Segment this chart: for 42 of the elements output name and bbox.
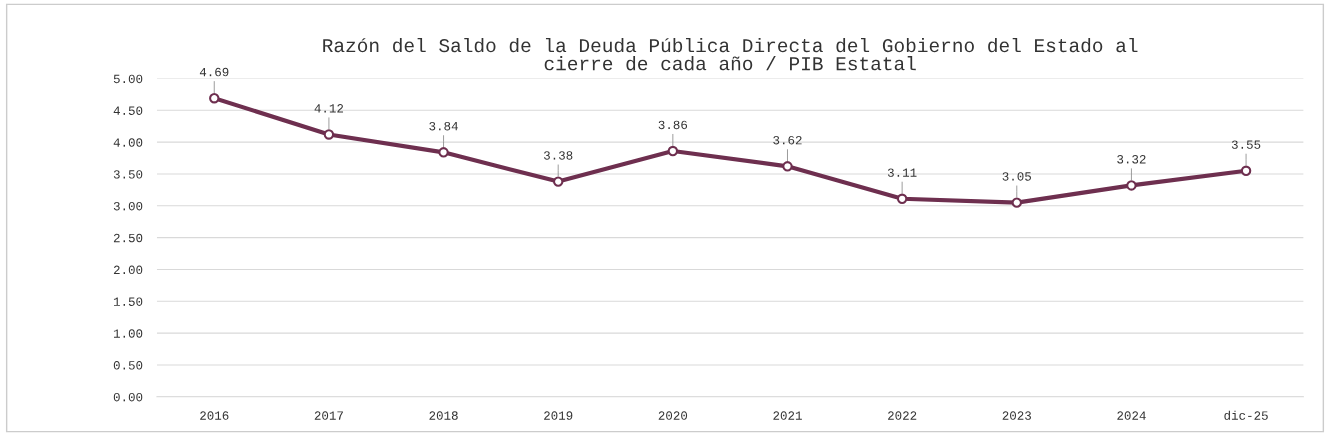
y-tick-label: 0.50	[113, 361, 143, 370]
point	[667, 145, 679, 157]
data-label: 3.84	[429, 121, 458, 131]
x-tick-label: 2019	[544, 411, 573, 420]
x-tick-label: 2023	[1002, 411, 1031, 420]
x-tick-label: 2024	[1117, 411, 1146, 420]
data-label: 4.12	[314, 104, 344, 113]
data-label: 4.69	[199, 67, 229, 77]
data-label: 3.62	[773, 135, 802, 145]
x-tick-label: dic-25	[1224, 410, 1268, 420]
point	[438, 147, 449, 158]
y-tick-label: 4.00	[113, 138, 143, 147]
y-tick-label: 3.00	[113, 201, 143, 211]
point	[1126, 180, 1137, 191]
point	[323, 129, 335, 140]
data-label: 3.05	[1002, 172, 1031, 181]
data-label: 3.55	[1231, 140, 1261, 149]
x-tick-label: 2022	[888, 411, 917, 420]
point	[552, 176, 564, 187]
y-tick-label: 2.00	[113, 265, 143, 275]
point	[1240, 165, 1252, 176]
point	[1011, 197, 1022, 208]
y-tick-label: 1.50	[113, 297, 143, 306]
data-label: 3.38	[543, 151, 573, 160]
x-tick-label: 2018	[429, 411, 458, 420]
point	[209, 93, 220, 104]
y-tick-label: 1.00	[113, 329, 143, 338]
y-tick-label: 2.50	[113, 233, 143, 243]
chart-title: Razón del Saldo de la Deuda Pública Directa del Gobierno del Estado al cierre de cada año / PIB Estatal	[323, 37, 1138, 71]
data-label: 3.32	[1117, 155, 1146, 164]
point	[896, 193, 908, 204]
y-tick-label: 3.50	[113, 170, 143, 179]
y-tick-label: 5.00	[113, 74, 143, 84]
y-tick-label: 4.50	[113, 106, 143, 115]
point	[782, 161, 793, 172]
x-tick-label: 2016	[200, 411, 229, 420]
x-tick-label: 2017	[314, 411, 343, 420]
y-tick-label: 0.00	[113, 392, 143, 402]
data-label: 3.86	[658, 120, 688, 130]
x-tick-label: 2021	[773, 411, 802, 420]
data-label: 3.11	[887, 168, 917, 177]
x-tick-label: 2020	[658, 411, 688, 420]
